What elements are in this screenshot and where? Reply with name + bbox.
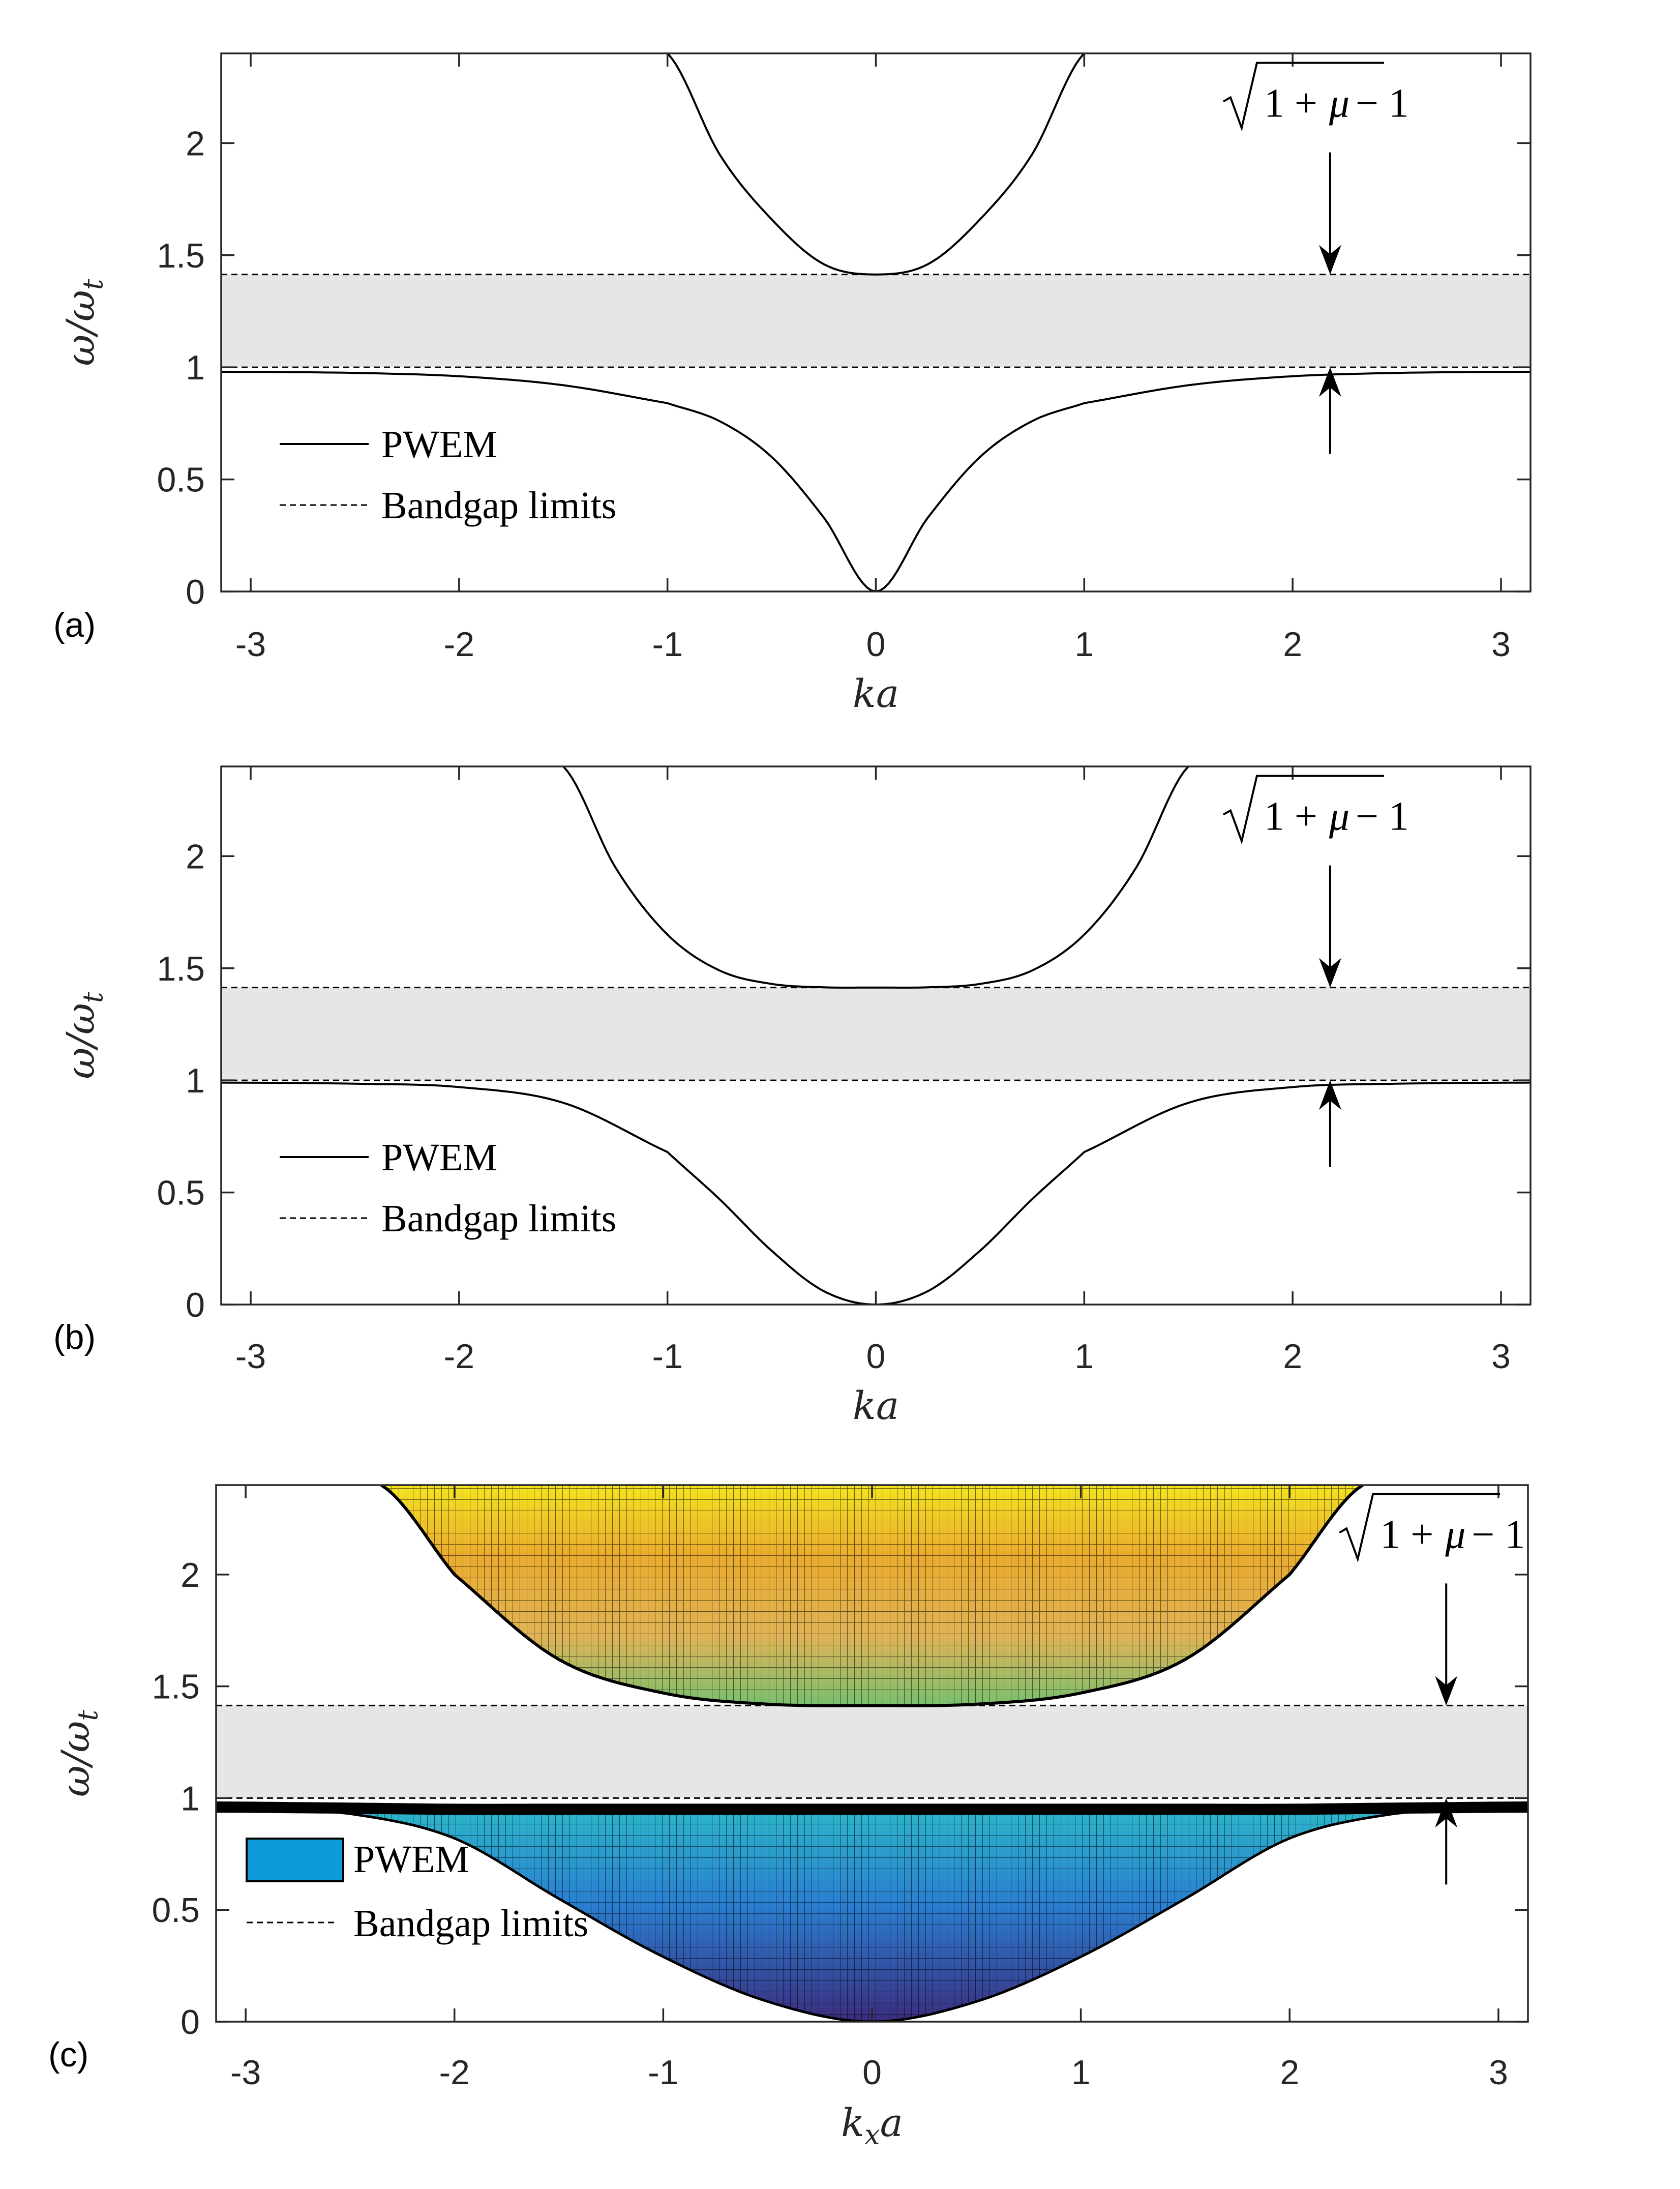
x-tick-label: -3	[235, 1337, 266, 1376]
y-axis-label-omega: ω/ω	[58, 290, 103, 366]
pwem-lower-band-line	[221, 1081, 1531, 1305]
formula-minus-one: − 1	[1356, 794, 1409, 839]
formula-one-plus: 1 +	[1380, 1512, 1433, 1557]
x-tick-label: -1	[652, 1337, 682, 1376]
y-tick-label: 1.5	[152, 1668, 200, 1706]
y-axis-label: ω/ωt	[58, 279, 109, 366]
legend-pwem-swatch	[246, 1838, 344, 1882]
lower-surface-top-edge	[216, 1801, 1528, 1815]
y-axis-label-sub: t	[77, 279, 109, 290]
y-tick-label: 2	[181, 1556, 200, 1594]
x-axis-label-a: a	[880, 2100, 903, 2145]
sqrt-radical-sign	[1222, 775, 1384, 845]
y-tick-label: 0	[181, 2003, 200, 2042]
bandgap-region	[221, 274, 1531, 368]
panel-label: (b)	[53, 1318, 96, 1356]
x-tick-label: 3	[1491, 625, 1511, 664]
annotation-formula: 1 + μ − 1	[1222, 775, 1409, 845]
x-axis-label: ka	[853, 1383, 899, 1428]
down-arrow-head	[1435, 1676, 1458, 1706]
legend-bandgap-label: Bandgap limits	[353, 1902, 588, 1945]
bandgap-region	[216, 1705, 1528, 1798]
y-tick-label: 1.5	[157, 950, 205, 988]
panel-label: (c)	[48, 2035, 88, 2074]
x-axis-label: ka	[853, 671, 899, 716]
x-tick-label: -3	[230, 2053, 261, 2092]
formula-mu: μ	[1329, 794, 1349, 839]
formula-one-plus: 1 +	[1264, 81, 1317, 126]
y-tick-label: 2	[186, 124, 205, 163]
y-axis-label-omega: ω/ω	[53, 1721, 98, 1797]
down-arrow-head	[1318, 958, 1341, 988]
y-axis-label: ω/ωt	[53, 1710, 104, 1797]
x-tick-label: 2	[1283, 1337, 1302, 1376]
formula-minus-one: − 1	[1356, 81, 1409, 126]
x-tick-label: -2	[444, 1337, 474, 1376]
up-arrow-head	[1318, 367, 1341, 397]
down-arrow-head	[1318, 245, 1341, 275]
annotation-formula: 1 + μ − 1	[1339, 1493, 1525, 1563]
y-tick-label: 0.5	[157, 1174, 205, 1212]
y-axis-label-sub: t	[72, 1710, 104, 1721]
y-tick-label: 0	[186, 1286, 205, 1324]
x-tick-label: 2	[1280, 2053, 1299, 2092]
y-axis-label: ω/ωt	[58, 992, 109, 1079]
lower-surface-bottom-edge	[216, 1806, 1528, 2022]
sqrt-radical-sign	[1222, 62, 1384, 132]
up-arrow-head	[1435, 1798, 1458, 1828]
y-tick-label: 1	[186, 1061, 205, 1100]
x-tick-label: 1	[1071, 2053, 1091, 2092]
pwem-lower-band-line	[221, 371, 1531, 591]
y-tick-label: 0.5	[152, 1891, 200, 1930]
x-tick-label: -2	[439, 2053, 470, 2092]
x-tick-label: 2	[1283, 625, 1302, 664]
upper-surface-mesh	[381, 1485, 1363, 1706]
y-tick-label: 1	[181, 1779, 200, 1818]
x-tick-label: 0	[866, 1337, 886, 1376]
x-axis-label: kxa	[841, 2100, 903, 2151]
x-axis-label-sub: x	[864, 2119, 880, 2151]
y-axis-label-sub: t	[77, 992, 109, 1003]
formula-mu: μ	[1445, 1512, 1465, 1557]
legend-bandgap-label: Bandgap limits	[381, 1197, 616, 1240]
panel-b: -3 -2 -1 0 1 2 3 0 0.5 1 1.5 2 ka ω/ωt (b) PWEM Bandgap …	[53, 765, 1532, 1428]
sqrt-radical-sign	[1339, 1493, 1501, 1563]
x-tick-label: -1	[652, 625, 682, 664]
y-tick-label: 2	[186, 837, 205, 876]
panel-label: (a)	[53, 606, 96, 644]
x-tick-label: 3	[1489, 2053, 1508, 2092]
x-tick-label: 3	[1491, 1337, 1511, 1376]
x-tick-label: -2	[444, 625, 474, 664]
y-tick-label: 0.5	[157, 461, 205, 499]
formula-mu: μ	[1329, 81, 1349, 126]
y-tick-label: 0	[186, 573, 205, 611]
formula-minus-one: − 1	[1472, 1512, 1525, 1557]
panel-a: -3 -2 -1 0 1 2 3 0 0.5 1 1.5 2 ka ω/ωt (a) PWEM Bandgap …	[53, 52, 1532, 716]
y-axis-label-omega: ω/ω	[58, 1003, 103, 1079]
y-tick-label: 1	[186, 348, 205, 387]
x-axis-label-k: k	[841, 2100, 864, 2145]
x-tick-label: -3	[235, 625, 266, 664]
plot-content	[216, 1485, 1528, 2022]
formula-one-plus: 1 +	[1264, 794, 1317, 839]
legend-pwem-label: PWEM	[381, 1136, 497, 1179]
panel-c: -3 -2 -1 0 1 2 3 0 0.5 1 1.5 2 kxa ω/ωt (c) PWEM Bandgap…	[48, 1484, 1529, 2151]
legend-pwem-label: PWEM	[381, 423, 497, 466]
x-tick-label: 1	[1074, 625, 1094, 664]
legend-bandgap-label: Bandgap limits	[381, 484, 616, 527]
legend-pwem-label: PWEM	[353, 1838, 469, 1881]
bandgap-region	[221, 987, 1531, 1081]
pwem-upper-band-line	[562, 766, 1189, 989]
x-tick-label: 1	[1074, 1337, 1094, 1376]
x-tick-label: 0	[862, 2053, 882, 2092]
x-tick-label: 0	[866, 625, 886, 664]
x-tick-label: -1	[648, 2053, 678, 2092]
pwem-upper-band-line	[667, 53, 1085, 276]
y-tick-label: 1.5	[157, 236, 205, 275]
annotation-formula: 1 + μ − 1	[1222, 62, 1409, 132]
lower-surface-mesh	[216, 1807, 1528, 2022]
up-arrow-head	[1318, 1080, 1341, 1110]
